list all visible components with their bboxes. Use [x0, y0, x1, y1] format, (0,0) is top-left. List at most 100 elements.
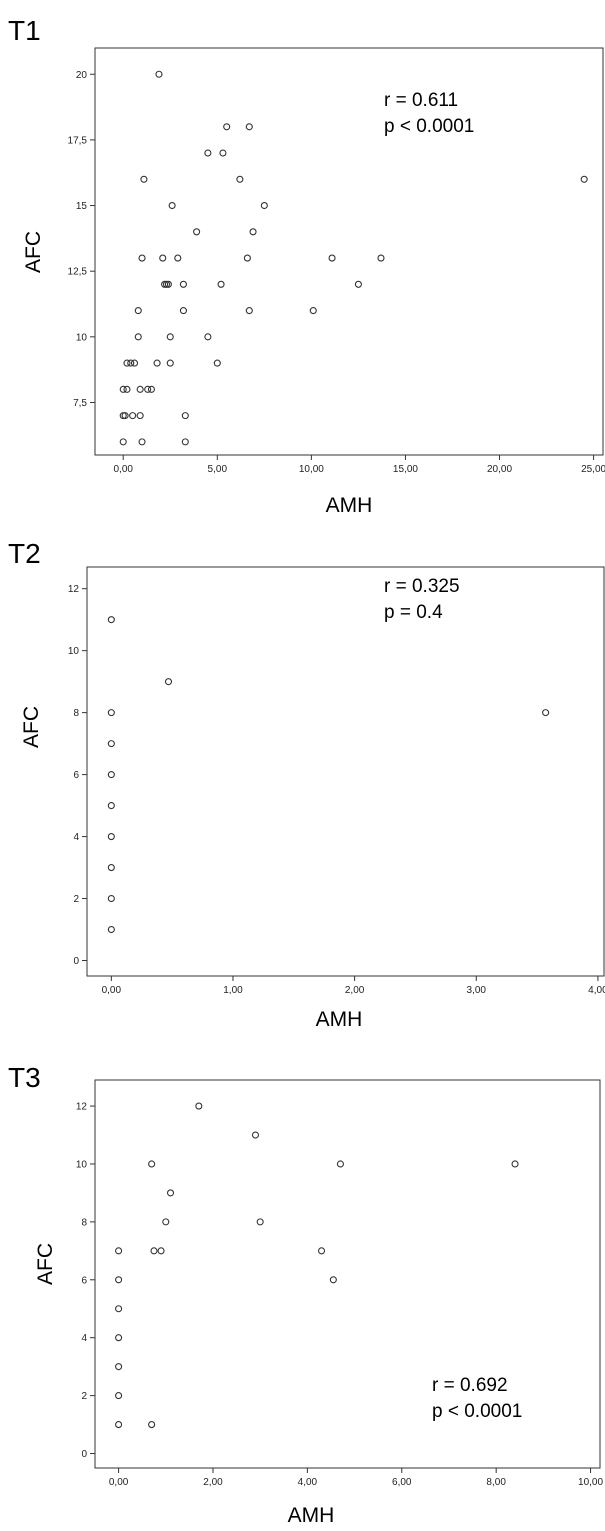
data-point: [181, 412, 189, 420]
x-tick-label: 5,00: [208, 464, 228, 475]
chart-panel-t3: T3 0 2 4 6 8 10 12 0,00 2,00 4,00 6,00 8,00 10,00 AMH A…: [0, 1045, 605, 1531]
data-point: [329, 1276, 337, 1284]
data-point: [317, 1247, 326, 1255]
x-tick-label: 10,00: [578, 1477, 603, 1488]
x-tick-label: 4,00: [298, 1477, 318, 1488]
x-tick-label: 0,00: [109, 1477, 129, 1488]
data-point: [127, 359, 135, 367]
y-tick-label: 10: [68, 646, 80, 657]
data-point: [148, 1421, 156, 1429]
data-point: [256, 1218, 264, 1226]
panel-label: T3: [8, 1062, 41, 1093]
data-point: [236, 175, 244, 183]
data-point: [179, 307, 187, 315]
y-axis-title: AFC: [34, 1243, 57, 1285]
data-point: [260, 201, 268, 210]
data-point: [223, 123, 231, 131]
data-point: [115, 1421, 123, 1429]
data-point: [245, 307, 253, 315]
data-point: [217, 280, 225, 288]
data-point: [115, 1334, 123, 1342]
panel-label: T2: [8, 538, 41, 569]
y-tick-label: 10: [76, 1159, 88, 1170]
data-point: [542, 709, 550, 717]
data-point: [123, 359, 131, 367]
data-point: [123, 385, 131, 393]
x-tick-label: 20,00: [487, 464, 512, 475]
data-point: [134, 333, 142, 341]
data-point: [115, 1247, 123, 1255]
data-point: [179, 280, 187, 288]
data-point: [166, 1189, 175, 1197]
x-tick-label: 10,00: [299, 464, 324, 475]
data-point: [138, 254, 146, 262]
data-point: [138, 438, 146, 446]
y-tick-label: 2: [73, 894, 79, 905]
chart-panel-t2: T2 0 2 4 6 8 10 12 0,00 1,00 2,00 3,00 4,00 AMH AFC r =…: [0, 525, 605, 1045]
data-point: [245, 123, 253, 131]
y-tick-label: 2: [81, 1391, 87, 1402]
stat-annotation-line: p = 0.4: [384, 602, 443, 623]
y-axis-title: AFC: [22, 231, 45, 273]
data-point: [166, 333, 174, 341]
chart-panel-t1: T1 7,5 10 12,5 15 17,5 20 0,00 5,00 10,00 15,00 20,…: [0, 0, 605, 525]
data-point: [580, 175, 588, 183]
stat-annotation-line: r = 0.692: [432, 1375, 508, 1396]
data-point: [136, 412, 144, 420]
data-point: [115, 1305, 123, 1313]
data-point: [309, 307, 317, 315]
data-point: [204, 149, 212, 157]
data-point: [147, 385, 155, 393]
data-point: [107, 925, 115, 934]
data-point: [213, 359, 221, 367]
y-tick-label: 12: [68, 584, 80, 595]
stat-annotation-line: r = 0.611: [384, 90, 458, 111]
data-point: [107, 709, 115, 717]
plot-frame: [94, 1079, 601, 1469]
scatter-chart-t3: T3 0 2 4 6 8 10 12 0,00 2,00 4,00 6,00 8,00 10,00 AMH A…: [8, 1062, 604, 1527]
data-point: [136, 385, 144, 393]
data-point: [119, 385, 127, 393]
y-tick-label: 15: [76, 201, 88, 212]
data-point: [195, 1102, 203, 1110]
data-point: [134, 307, 142, 315]
x-tick-label: 0,00: [113, 464, 133, 475]
stat-annotation-line: p < 0.0001: [432, 1401, 522, 1422]
data-point: [140, 175, 148, 183]
y-tick-label: 17,5: [68, 135, 88, 146]
x-tick-label: 8,00: [486, 1477, 506, 1488]
x-tick-label: 4,00: [588, 985, 605, 996]
y-axis-title: AFC: [20, 706, 43, 748]
y-tick-label: 8: [73, 708, 79, 719]
scatter-chart-t2: T2 0 2 4 6 8 10 12 0,00 1,00 2,00 3,00 4,00 AMH AFC r =…: [8, 538, 605, 1031]
data-point: [162, 1218, 170, 1226]
data-point: [155, 70, 163, 78]
data-point: [119, 438, 127, 446]
x-axis-title: AMH: [288, 1504, 335, 1527]
data-point: [130, 359, 139, 367]
data-point: [219, 149, 227, 157]
x-axis-title: AMH: [326, 494, 373, 517]
data-point: [107, 771, 115, 779]
data-point: [107, 616, 115, 624]
data-point: [159, 254, 167, 262]
data-point: [107, 740, 115, 748]
y-tick-label: 0: [73, 956, 79, 967]
data-point: [249, 228, 257, 236]
plot-frame: [86, 566, 605, 977]
x-tick-label: 6,00: [392, 1477, 412, 1488]
data-point: [150, 1247, 158, 1255]
data-point: [162, 280, 171, 288]
x-tick-label: 2,00: [345, 985, 365, 996]
y-tick-label: 6: [81, 1275, 87, 1286]
y-tick-label: 7,5: [73, 398, 87, 409]
x-tick-label: 1,00: [223, 985, 243, 996]
data-point: [121, 412, 129, 420]
data-point: [511, 1160, 519, 1168]
data-point: [243, 254, 251, 262]
data-point: [153, 359, 161, 367]
data-point: [129, 412, 137, 420]
data-point: [251, 1131, 260, 1139]
data-point: [204, 333, 212, 341]
data-point: [148, 1160, 156, 1168]
